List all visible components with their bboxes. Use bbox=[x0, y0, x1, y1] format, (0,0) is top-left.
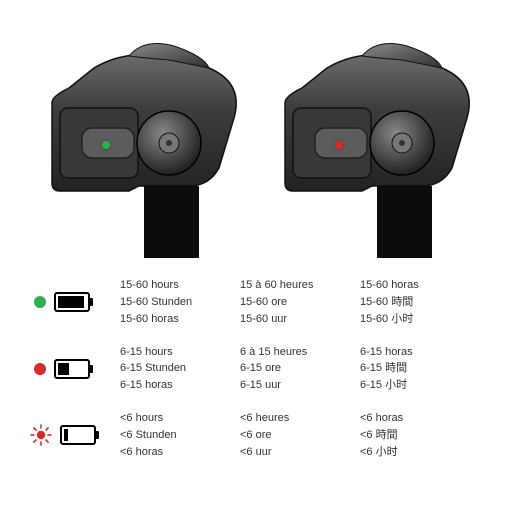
label-es: <6 horas bbox=[120, 445, 240, 460]
legend-row-medium: 6-15 hours 6 à 15 heures 6-15 horas 6-15… bbox=[30, 345, 486, 394]
battery-legend: 15-60 hours 15 à 60 heures 15-60 horas 1… bbox=[0, 278, 516, 460]
label-nl: 15-60 uur bbox=[240, 312, 360, 327]
device-green-led bbox=[34, 8, 249, 258]
label-it: 15-60 ore bbox=[240, 295, 360, 310]
label-nl: <6 uur bbox=[240, 445, 360, 460]
solid-dot-icon bbox=[34, 296, 46, 308]
legend-icons bbox=[30, 359, 120, 379]
legend-row-high: 15-60 hours 15 à 60 heures 15-60 horas 1… bbox=[30, 278, 486, 327]
label-de: <6 Stunden bbox=[120, 428, 240, 443]
label-es: 6-15 horas bbox=[120, 378, 240, 393]
label-es2: 15-60 horas bbox=[360, 278, 470, 293]
label-fr: 15 à 60 heures bbox=[240, 278, 360, 293]
legend-icons bbox=[30, 292, 120, 312]
legend-labels: 6-15 hours 6 à 15 heures 6-15 horas 6-15… bbox=[120, 345, 470, 394]
battery-icon bbox=[54, 359, 90, 379]
battery-level bbox=[64, 429, 68, 441]
label-zh: <6 小时 bbox=[360, 445, 470, 460]
led-indicator-green bbox=[102, 141, 110, 149]
label-es2: <6 horas bbox=[360, 411, 470, 426]
blinking-dot-icon bbox=[30, 424, 52, 446]
label-ja: 15-60 時間 bbox=[360, 295, 470, 310]
label-en: 15-60 hours bbox=[120, 278, 240, 293]
legend-labels: <6 hours <6 heures <6 horas <6 Stunden <… bbox=[120, 411, 470, 460]
label-en: 6-15 hours bbox=[120, 345, 240, 360]
label-ja: <6 時間 bbox=[360, 428, 470, 443]
label-fr: <6 heures bbox=[240, 411, 360, 426]
device-illustration bbox=[34, 8, 249, 258]
label-de: 6-15 Stunden bbox=[120, 361, 240, 376]
legend-row-low: <6 hours <6 heures <6 horas <6 Stunden <… bbox=[30, 411, 486, 460]
label-fr: 6 à 15 heures bbox=[240, 345, 360, 360]
label-ja: 6-15 時間 bbox=[360, 361, 470, 376]
battery-icon bbox=[60, 425, 96, 445]
legend-icons bbox=[30, 424, 120, 446]
device-illustration bbox=[267, 8, 482, 258]
battery-icon bbox=[54, 292, 90, 312]
label-es2: 6-15 horas bbox=[360, 345, 470, 360]
label-nl: 6-15 uur bbox=[240, 378, 360, 393]
battery-level bbox=[58, 363, 69, 375]
label-zh: 6-15 小时 bbox=[360, 378, 470, 393]
battery-level bbox=[58, 296, 84, 308]
label-it: 6-15 ore bbox=[240, 361, 360, 376]
legend-labels: 15-60 hours 15 à 60 heures 15-60 horas 1… bbox=[120, 278, 470, 327]
solid-dot-icon bbox=[34, 363, 46, 375]
device-red-led bbox=[267, 8, 482, 258]
device-images-row bbox=[0, 0, 516, 278]
led-indicator-red bbox=[335, 141, 343, 149]
label-it: <6 ore bbox=[240, 428, 360, 443]
label-zh: 15-60 小时 bbox=[360, 312, 470, 327]
label-es: 15-60 horas bbox=[120, 312, 240, 327]
label-en: <6 hours bbox=[120, 411, 240, 426]
label-de: 15-60 Stunden bbox=[120, 295, 240, 310]
